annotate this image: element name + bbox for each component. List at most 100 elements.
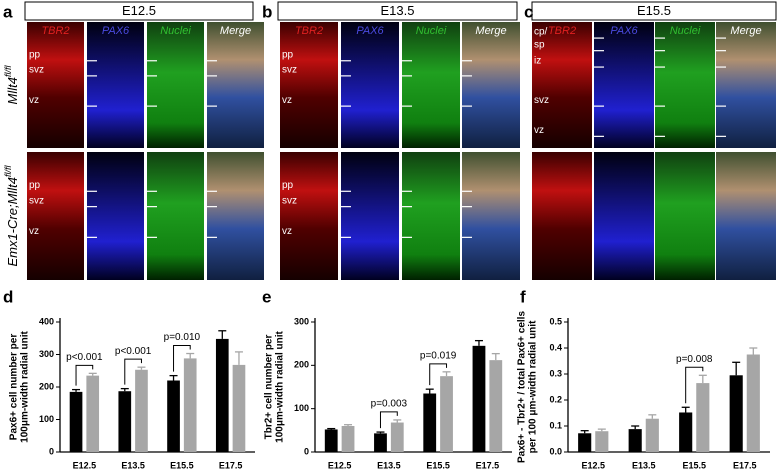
y-tick-label: 0.4 bbox=[549, 342, 562, 352]
x-tick-label: E15.5 bbox=[170, 460, 194, 470]
layer-label: svz bbox=[282, 65, 297, 76]
stage-header bbox=[24, 1, 254, 21]
panel-letter: e bbox=[262, 287, 271, 306]
y-axis-label: Pax6+ - Tbr2+ / total Pax6+ cells bbox=[517, 311, 528, 463]
micrograph bbox=[462, 22, 520, 148]
bar bbox=[746, 354, 760, 452]
panel-letter: a bbox=[3, 2, 13, 21]
micrograph bbox=[402, 152, 460, 280]
bar bbox=[183, 358, 197, 452]
error-bar bbox=[393, 419, 402, 423]
y-axis-label: 100μm-width radial unit bbox=[20, 330, 31, 442]
micrograph bbox=[280, 152, 338, 280]
micrograph bbox=[87, 22, 144, 148]
micrograph bbox=[716, 152, 776, 280]
bar bbox=[118, 391, 132, 452]
error-bar bbox=[72, 388, 81, 392]
bar bbox=[69, 391, 83, 452]
panel-letter: c bbox=[524, 2, 533, 21]
p-value: p<0.001 bbox=[115, 346, 152, 357]
panel-letter: d bbox=[3, 287, 13, 306]
bar bbox=[645, 418, 659, 452]
bar bbox=[489, 360, 503, 452]
y-tick-label: 0.0 bbox=[549, 446, 562, 456]
error-bar bbox=[137, 366, 146, 370]
micrograph bbox=[207, 22, 264, 148]
micrograph bbox=[655, 22, 715, 148]
channel-label: Nuclei bbox=[416, 25, 447, 37]
error-bar bbox=[376, 431, 385, 434]
bar bbox=[341, 426, 355, 452]
significance-bracket bbox=[75, 364, 94, 386]
micrograph bbox=[716, 22, 776, 148]
error-bar bbox=[648, 414, 657, 419]
channel-label: TBR2 bbox=[41, 25, 69, 37]
row-label: Emx1-Cre;Mllt4fl/fl bbox=[3, 164, 20, 266]
x-tick-label: E13.5 bbox=[121, 460, 145, 470]
micrograph bbox=[594, 22, 654, 148]
error-bar bbox=[120, 387, 129, 392]
micrograph bbox=[402, 22, 460, 148]
error-bar bbox=[442, 371, 451, 377]
y-axis-label: per 100 μm-width radial unit bbox=[528, 320, 539, 453]
bar bbox=[86, 375, 100, 452]
error-bar bbox=[88, 372, 97, 376]
channel-label: PAX6 bbox=[102, 25, 130, 37]
bar bbox=[232, 364, 246, 452]
y-tick-label: 100 bbox=[294, 403, 309, 413]
x-tick-label: E12.5 bbox=[73, 460, 97, 470]
bar bbox=[324, 429, 338, 452]
bar bbox=[578, 433, 592, 452]
x-tick-label: E12.5 bbox=[328, 460, 352, 470]
error-bar bbox=[474, 339, 483, 346]
y-axis-label: 100μm-width radial unit bbox=[275, 330, 286, 442]
error-bar bbox=[597, 428, 606, 432]
micrograph bbox=[147, 152, 204, 280]
stage-label: E12.5 bbox=[122, 3, 156, 18]
micrograph bbox=[147, 22, 204, 148]
y-tick-label: 400 bbox=[39, 316, 54, 326]
stage-label: E15.5 bbox=[637, 3, 671, 18]
bar bbox=[472, 345, 486, 452]
layer-label: svz bbox=[29, 65, 44, 76]
micrograph bbox=[27, 152, 84, 280]
micrograph bbox=[27, 22, 84, 148]
layer-label: vz bbox=[29, 95, 39, 106]
error-bar bbox=[186, 352, 195, 359]
p-value: p=0.003 bbox=[371, 399, 408, 410]
channel-label: Nuclei bbox=[670, 25, 701, 37]
micrograph bbox=[594, 152, 654, 280]
bar bbox=[167, 380, 180, 452]
channel-label: TBR2 bbox=[548, 25, 576, 37]
channel-label: PAX6 bbox=[610, 25, 638, 37]
error-bar bbox=[732, 361, 741, 376]
significance-bracket bbox=[429, 363, 448, 386]
layer-label: pp bbox=[282, 180, 294, 191]
error-bar bbox=[631, 425, 640, 430]
error-bar bbox=[218, 330, 227, 339]
x-tick-label: E17.5 bbox=[219, 460, 243, 470]
layer-label: cp/ bbox=[534, 27, 548, 38]
layer-label: pp bbox=[29, 180, 41, 191]
significance-bracket bbox=[685, 366, 704, 404]
significance-bracket bbox=[173, 345, 191, 372]
error-bar bbox=[327, 427, 336, 430]
y-tick-label: 0.1 bbox=[549, 420, 562, 430]
panel-letter: f bbox=[520, 287, 526, 306]
y-tick-label: 0.3 bbox=[549, 368, 562, 378]
micrograph bbox=[655, 152, 715, 280]
error-bar bbox=[749, 347, 758, 355]
micrograph bbox=[462, 152, 520, 280]
layer-label: pp bbox=[282, 49, 294, 60]
y-axis-label: Tbr2+ cell number per bbox=[264, 335, 275, 440]
row-label-sup: fl/fl bbox=[3, 164, 13, 177]
y-tick-label: 0 bbox=[304, 446, 309, 456]
y-tick-label: 0.5 bbox=[549, 316, 562, 326]
layer-label: vz bbox=[534, 125, 544, 136]
significance-bracket bbox=[124, 358, 142, 385]
micrograph bbox=[341, 152, 399, 280]
bar bbox=[679, 412, 693, 452]
bar bbox=[729, 375, 743, 452]
layer-label: vz bbox=[282, 95, 292, 106]
